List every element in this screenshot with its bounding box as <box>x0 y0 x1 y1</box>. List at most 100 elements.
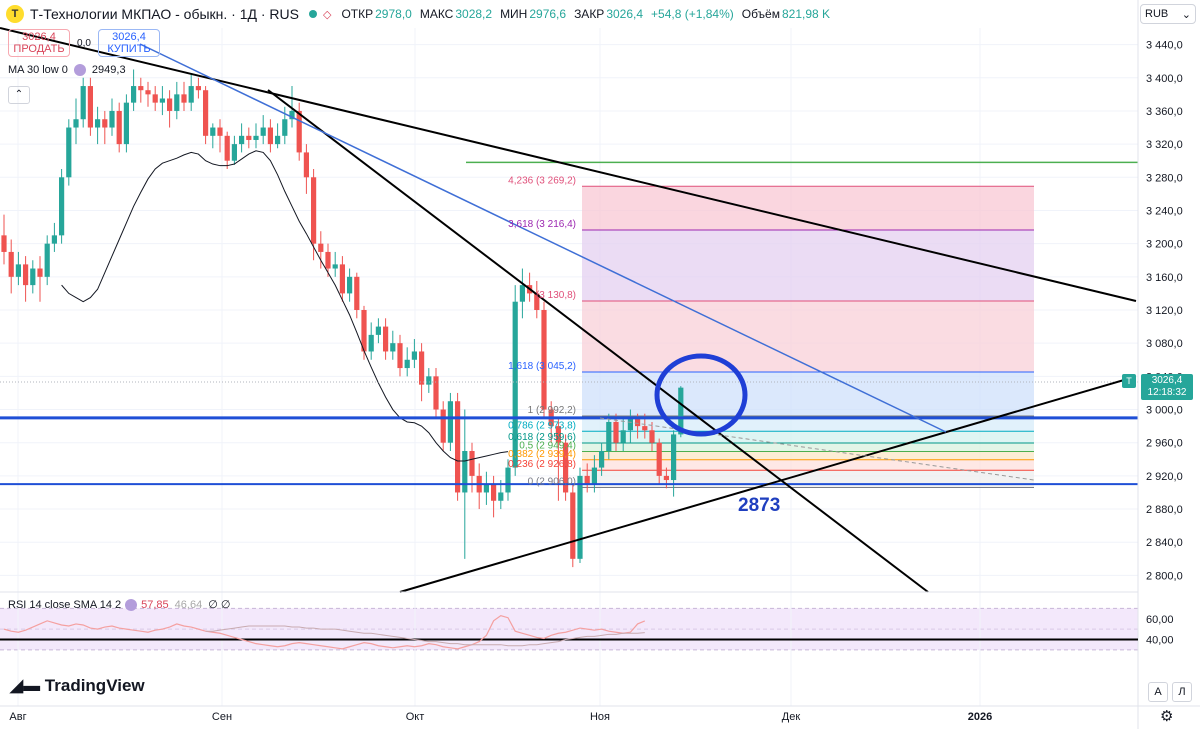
chart-header: T Т-Технологии МКПАО - обыкн. · 1Д · RUS… <box>0 0 1140 28</box>
fib-zone <box>582 459 1034 471</box>
x-tick-label: 2026 <box>968 711 992 723</box>
currency-select[interactable]: RUB ⌄ <box>1140 4 1196 24</box>
fib-label: (3 130,8) <box>536 290 576 301</box>
tv-logo-icon: ◢▬ <box>10 676 45 695</box>
ma-legend[interactable]: MA 30 low 0 2949,3 <box>8 64 126 76</box>
candle-body <box>433 376 439 410</box>
fib-label: 1,618 (3 045,2) <box>508 361 576 372</box>
trendline-lower <box>399 379 1125 593</box>
trendline-steep <box>267 89 929 593</box>
candle-body <box>642 426 648 431</box>
candle-body <box>145 90 151 95</box>
candle-body <box>512 301 518 468</box>
candle-body <box>167 98 173 111</box>
brand-text: TradingView <box>44 676 145 695</box>
candle-body <box>95 119 101 128</box>
candle-body <box>253 135 259 140</box>
candle-body <box>455 401 461 493</box>
symbol-logo-icon: T <box>6 5 24 23</box>
ma-label: MA 30 low 0 <box>8 64 68 76</box>
candle-body <box>224 135 230 161</box>
candle-body <box>584 475 590 485</box>
candle-body <box>627 417 633 431</box>
candle-body <box>390 343 396 352</box>
candle-body <box>347 276 353 294</box>
log-scale-button[interactable]: Л <box>1172 682 1192 702</box>
candle-body <box>102 119 108 128</box>
fib-label: 0,786 (2 973,8) <box>508 420 576 431</box>
candle-body <box>195 86 201 91</box>
buy-button[interactable]: 3026,4 КУПИТЬ <box>98 29 160 57</box>
rsi-tick-label: 60,00 <box>1146 614 1174 626</box>
fib-label: 0,382 (2 939,4) <box>508 449 576 460</box>
realtime-icon: ◇ <box>322 8 332 21</box>
candle-body <box>570 492 576 559</box>
candle-body <box>30 268 36 286</box>
candle-body <box>656 442 662 476</box>
fib-label: 3,618 (3 216,4) <box>508 219 576 230</box>
y-tick-label: 3 360,0 <box>1146 106 1183 118</box>
symbol-title[interactable]: Т-Технологии МКПАО - обыкн. · 1Д · RUS <box>30 6 299 22</box>
candle-body <box>311 177 317 244</box>
x-tick-label: Окт <box>406 711 425 723</box>
candle-body <box>635 417 641 427</box>
candle-body <box>174 94 180 111</box>
candle-body <box>671 434 677 481</box>
fib-label: 0 (2 906,0) <box>528 476 576 487</box>
candle-body <box>203 90 209 136</box>
y-tick-label: 3 200,0 <box>1146 239 1183 251</box>
volume-label: Объём <box>741 7 780 21</box>
candle-body <box>181 94 187 103</box>
candle-body <box>419 351 425 385</box>
candle-body <box>505 467 511 493</box>
candle-body <box>51 235 57 244</box>
change-value: +54,8 (+1,84%) <box>651 7 734 21</box>
sell-button[interactable]: 3026,4 ПРОДАТЬ <box>8 29 70 57</box>
candle-body <box>116 110 122 145</box>
candle-body <box>649 430 655 443</box>
candle-body <box>80 86 86 120</box>
candle-body <box>555 426 561 443</box>
projection-dashed-line <box>599 417 1035 481</box>
annotation-2873: 2873 <box>738 495 780 516</box>
candle-body <box>519 285 525 302</box>
tradingview-logo[interactable]: ◢▬ TradingView <box>10 676 145 696</box>
gear-icon[interactable]: ⚙ <box>1160 708 1174 725</box>
candle-body <box>296 110 302 153</box>
rsi-settings-icon[interactable] <box>125 598 138 611</box>
buy-label: КУПИТЬ <box>107 43 151 55</box>
candle-body <box>339 264 345 294</box>
collapse-legend-button[interactable]: ⌃ <box>8 86 30 104</box>
candle-body <box>368 334 374 352</box>
candle-body <box>354 276 360 310</box>
rsi-sma-line <box>205 625 645 647</box>
candle-body <box>138 86 144 91</box>
fib-label: 0,236 (2 926,8) <box>508 459 576 470</box>
y-tick-label: 3 320,0 <box>1146 139 1183 151</box>
high-label: МАКС <box>419 7 454 21</box>
indicator-settings-icon[interactable] <box>73 64 86 76</box>
currency-value: RUB <box>1145 8 1169 20</box>
candle-body <box>491 484 497 501</box>
fib-zone <box>582 230 1034 302</box>
candle-body <box>267 127 273 145</box>
candle-body <box>318 243 324 252</box>
candle-body <box>599 451 605 468</box>
candle-body <box>469 451 475 476</box>
x-tick-label: Сен <box>212 711 232 723</box>
candle-body <box>289 110 295 120</box>
last-price-label: 3026,4 12:18:32 <box>1141 374 1193 400</box>
y-tick-label: 3 240,0 <box>1146 205 1183 217</box>
auto-scale-button[interactable]: A <box>1148 682 1168 702</box>
rsi-extra: ∅ ∅ <box>208 599 231 611</box>
candle-body <box>66 127 72 178</box>
rsi-legend[interactable]: RSI 14 close SMA 14 2 57,85 46,64 ∅ ∅ <box>8 598 230 611</box>
candle-body <box>332 264 338 269</box>
rsi-line <box>3 614 646 650</box>
candle-body <box>462 451 468 493</box>
y-tick-label: 2 960,0 <box>1146 438 1183 450</box>
candle-body <box>8 251 14 277</box>
candle-body <box>87 86 93 128</box>
chevron-down-icon: ⌄ <box>1181 8 1191 21</box>
